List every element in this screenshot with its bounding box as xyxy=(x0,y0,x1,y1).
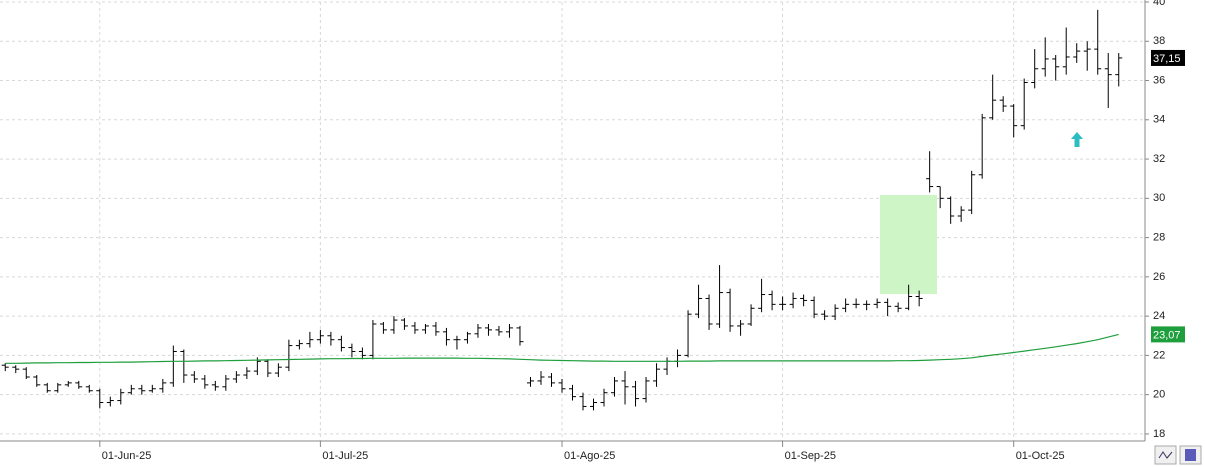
y-tick-label: 34 xyxy=(1153,114,1165,126)
y-tick-label: 38 xyxy=(1153,35,1165,47)
y-tick-label: 20 xyxy=(1153,389,1165,401)
last-value-box xyxy=(1151,49,1185,66)
save-button-icon xyxy=(1185,449,1196,461)
grid xyxy=(0,1,1145,441)
arrow-up xyxy=(1071,132,1083,147)
last-value-label: 23,07 xyxy=(1153,329,1181,341)
y-tick-label: 40 xyxy=(1153,0,1165,8)
y-tick-label: 18 xyxy=(1153,428,1165,440)
x-tick-label: 01-Jun-25 xyxy=(102,450,152,462)
moving-average xyxy=(5,333,1119,364)
last-value-label: 37,15 xyxy=(1153,53,1181,65)
x-tick-label: 01-Ago-25 xyxy=(564,450,615,462)
y-tick-label: 24 xyxy=(1153,310,1165,322)
y-tick-label: 22 xyxy=(1153,349,1165,361)
y-tick-label: 36 xyxy=(1153,74,1165,86)
y-tick-label: 28 xyxy=(1153,232,1165,244)
y-tick-label: 30 xyxy=(1153,192,1165,204)
x-tick-label: 01-Sep-25 xyxy=(785,450,836,462)
ohlc-bars xyxy=(1,9,1123,411)
chart-button-icon xyxy=(1158,451,1173,459)
x-tick-label: 01-Jul-25 xyxy=(322,450,368,462)
y-tick-label: 26 xyxy=(1153,271,1165,283)
y-tick-label: 32 xyxy=(1153,153,1165,165)
highlight-zone xyxy=(880,195,937,294)
x-tick-label: 01-Oct-25 xyxy=(1016,450,1065,462)
last-value-box xyxy=(1151,326,1185,343)
